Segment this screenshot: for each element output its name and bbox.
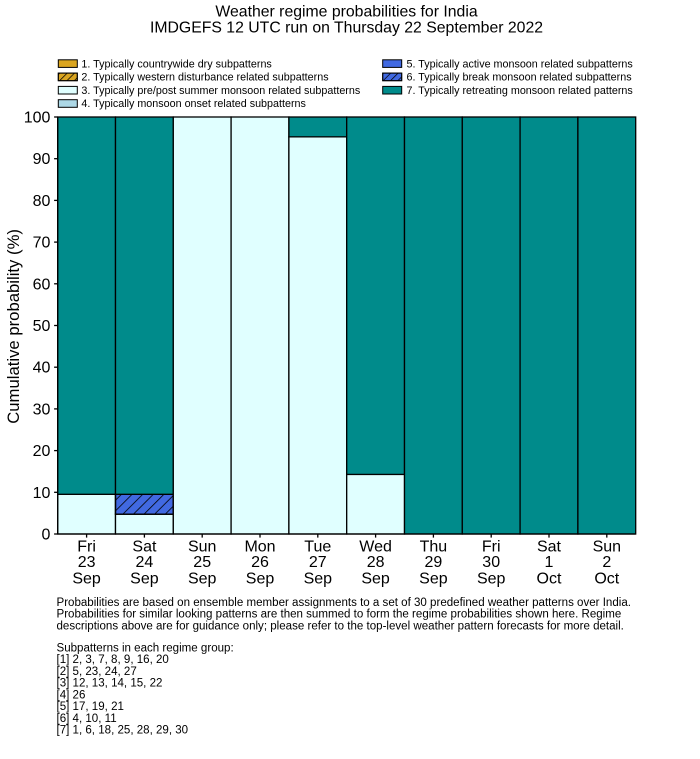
svg-text:50: 50 bbox=[33, 318, 51, 335]
svg-text:10: 10 bbox=[33, 485, 51, 502]
svg-text:80: 80 bbox=[33, 193, 51, 210]
svg-text:IMDGEFS 12 UTC run on Thursday: IMDGEFS 12 UTC run on Thursday 22 Septem… bbox=[150, 20, 543, 37]
svg-text:1. Typically countrywide dry s: 1. Typically countrywide dry subpatterns bbox=[81, 58, 271, 70]
svg-text:Sep: Sep bbox=[188, 570, 217, 587]
svg-text:27: 27 bbox=[309, 554, 327, 571]
svg-text:30: 30 bbox=[482, 554, 500, 571]
svg-text:[6] 4, 10, 11: [6] 4, 10, 11 bbox=[57, 713, 117, 725]
svg-text:3. Typically pre/post summer m: 3. Typically pre/post summer monsoon rel… bbox=[81, 85, 360, 97]
svg-text:25: 25 bbox=[193, 554, 211, 571]
svg-text:[2] 5, 23, 24, 27: [2] 5, 23, 24, 27 bbox=[57, 666, 137, 678]
svg-text:Sep: Sep bbox=[361, 570, 390, 587]
svg-text:Sun: Sun bbox=[188, 538, 216, 555]
svg-text:Sat: Sat bbox=[537, 538, 562, 555]
svg-text:Oct: Oct bbox=[537, 570, 562, 587]
svg-text:100: 100 bbox=[24, 110, 51, 127]
svg-text:Sep: Sep bbox=[477, 570, 506, 587]
svg-text:Sat: Sat bbox=[132, 538, 157, 555]
svg-text:40: 40 bbox=[33, 360, 51, 377]
svg-text:24: 24 bbox=[136, 554, 154, 571]
svg-text:29: 29 bbox=[425, 554, 443, 571]
svg-text:[7] 1, 6, 18, 25, 28, 29, 30: [7] 1, 6, 18, 25, 28, 29, 30 bbox=[57, 725, 189, 737]
svg-text:28: 28 bbox=[367, 554, 385, 571]
svg-text:Probabilities are based on ens: Probabilities are based on ensemble memb… bbox=[57, 597, 631, 609]
svg-text:60: 60 bbox=[33, 276, 51, 293]
svg-text:70: 70 bbox=[33, 235, 51, 252]
svg-text:Sep: Sep bbox=[419, 570, 448, 587]
svg-text:Sun: Sun bbox=[593, 538, 621, 555]
svg-text:Sep: Sep bbox=[246, 570, 275, 587]
svg-text:Subpatterns in each regime gro: Subpatterns in each regime group: bbox=[57, 642, 234, 654]
svg-text:Sep: Sep bbox=[130, 570, 159, 587]
svg-text:Tue: Tue bbox=[304, 538, 331, 555]
svg-text:20: 20 bbox=[33, 443, 51, 460]
svg-text:[4] 26: [4] 26 bbox=[57, 689, 86, 701]
svg-text:26: 26 bbox=[251, 554, 269, 571]
svg-text:5. Typically active monsoon re: 5. Typically active monsoon related subp… bbox=[407, 58, 633, 70]
svg-text:2. Typically western disturban: 2. Typically western disturbance related… bbox=[81, 72, 328, 84]
svg-text:Sep: Sep bbox=[72, 570, 101, 587]
svg-text:2: 2 bbox=[602, 554, 611, 571]
svg-text:Weather regime probabilities f: Weather regime probabilities for India bbox=[215, 4, 477, 21]
svg-text:1: 1 bbox=[545, 554, 554, 571]
svg-text:[1] 2, 3, 7, 8, 9, 16, 20: [1] 2, 3, 7, 8, 9, 16, 20 bbox=[57, 654, 169, 666]
svg-text:23: 23 bbox=[78, 554, 96, 571]
svg-text:90: 90 bbox=[33, 151, 51, 168]
svg-text:descriptions above are for gui: descriptions above are for guidance only… bbox=[57, 620, 624, 632]
svg-text:Wed: Wed bbox=[359, 538, 392, 555]
svg-text:Mon: Mon bbox=[244, 538, 275, 555]
svg-text:Oct: Oct bbox=[594, 570, 619, 587]
svg-text:7. Typically retreating monsoo: 7. Typically retreating monsoon related … bbox=[407, 85, 633, 97]
svg-text:Thu: Thu bbox=[420, 538, 448, 555]
svg-text:Sep: Sep bbox=[304, 570, 333, 587]
svg-text:4. Typically monsoon onset rel: 4. Typically monsoon onset related subpa… bbox=[81, 98, 306, 110]
svg-text:Probabilities for similar look: Probabilities for similar looking patter… bbox=[57, 609, 622, 621]
svg-text:Fri: Fri bbox=[482, 538, 501, 555]
svg-text:0: 0 bbox=[41, 527, 50, 544]
svg-text:[5] 17, 19, 21: [5] 17, 19, 21 bbox=[57, 701, 124, 713]
svg-text:[3] 12, 13, 14, 15, 22: [3] 12, 13, 14, 15, 22 bbox=[57, 678, 163, 690]
svg-text:6. Typically break monsoon rel: 6. Typically break monsoon related subpa… bbox=[407, 72, 632, 84]
svg-text:Cumulative probability (%): Cumulative probability (%) bbox=[4, 229, 23, 424]
svg-text:Fri: Fri bbox=[77, 538, 96, 555]
svg-text:30: 30 bbox=[33, 401, 51, 418]
